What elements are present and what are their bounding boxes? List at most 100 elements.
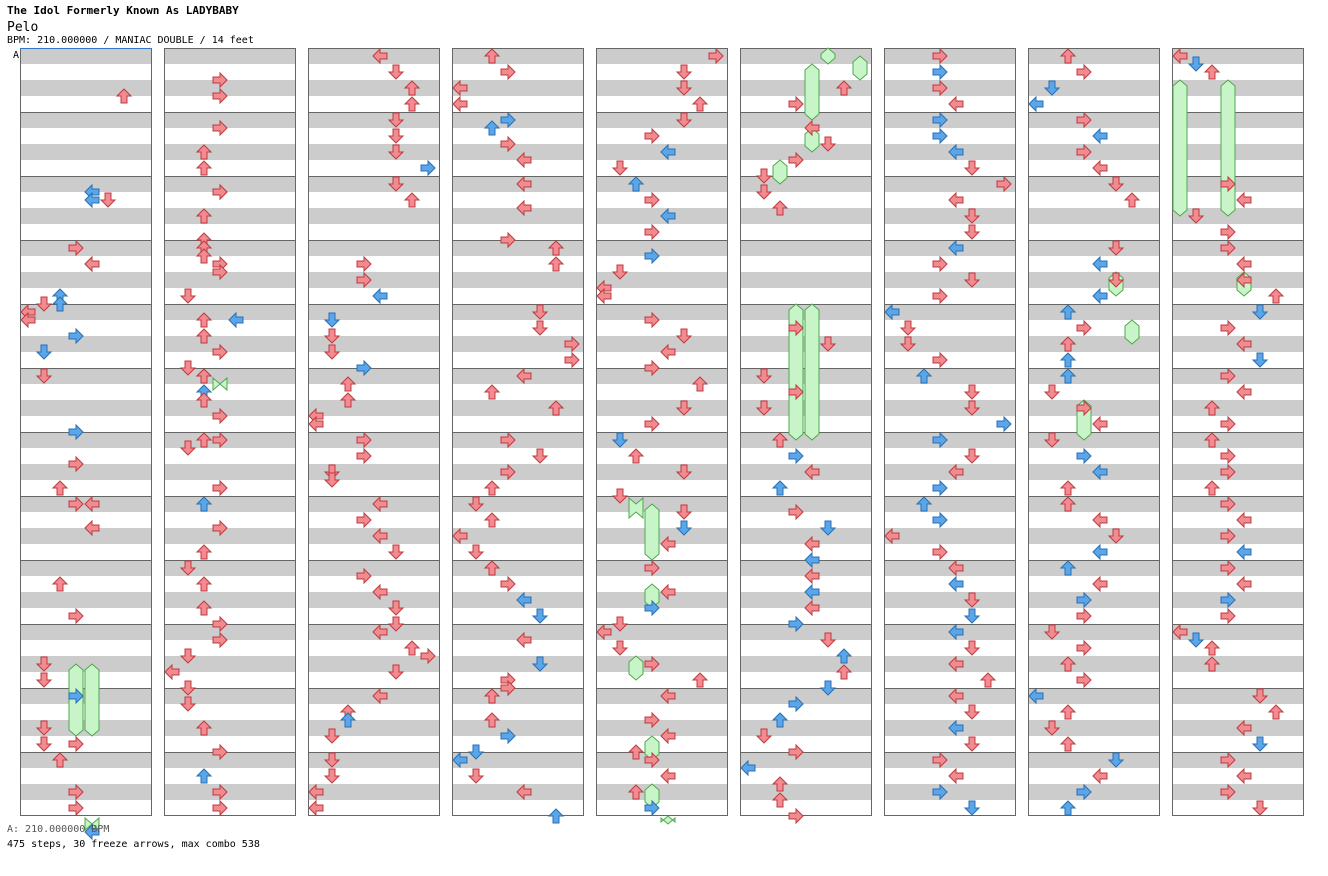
beat-stripe [164, 208, 296, 224]
step-arrow [755, 168, 773, 184]
step-arrow [1076, 447, 1092, 465]
beat-stripe [164, 624, 296, 640]
step-arrow [1028, 95, 1044, 113]
beat-stripe [1028, 624, 1160, 640]
step-arrow [387, 600, 405, 616]
beat-stripe [884, 432, 1016, 448]
step-arrow [483, 120, 501, 136]
column-border [596, 48, 728, 816]
freeze-arrow [628, 655, 644, 681]
step-arrow [356, 359, 372, 377]
beat-stripe [164, 720, 296, 736]
step-arrow [611, 264, 629, 280]
beat-stripe [740, 592, 872, 608]
step-arrow [99, 192, 117, 208]
step-arrow [611, 432, 629, 448]
column-border [1172, 48, 1304, 816]
step-arrow [1220, 415, 1236, 433]
step-arrow [675, 464, 693, 480]
step-arrow [1203, 640, 1221, 656]
step-arrow [195, 432, 213, 448]
step-arrow [500, 575, 516, 593]
beat-stripe [452, 560, 584, 576]
beat-stripe [596, 48, 728, 64]
beat-stripe [740, 752, 872, 768]
bpm-footer: A: 210.000000 BPM [7, 824, 110, 835]
beat-stripe [20, 400, 152, 416]
step-arrow [788, 447, 804, 465]
step-arrow [948, 239, 964, 257]
step-arrow [1267, 288, 1285, 304]
step-arrow [68, 607, 84, 625]
step-arrow [1092, 543, 1108, 561]
step-arrow [195, 392, 213, 408]
step-arrow [467, 768, 485, 784]
beat-stripe [164, 304, 296, 320]
beat-stripe [20, 144, 152, 160]
step-arrow [771, 712, 789, 728]
step-arrow [372, 583, 388, 601]
beat-stripe [164, 368, 296, 384]
step-arrow [644, 799, 660, 817]
beat-stripe [308, 720, 440, 736]
step-arrow [500, 431, 516, 449]
beat-stripe [164, 112, 296, 128]
beat-stripe [740, 784, 872, 800]
chart-column [164, 48, 296, 816]
step-arrow [547, 240, 565, 256]
step-arrow [1236, 543, 1252, 561]
step-arrow [788, 743, 804, 761]
step-arrow [1107, 176, 1125, 192]
beat-stripe [452, 272, 584, 288]
step-arrow [483, 688, 501, 704]
beat-stripe [596, 720, 728, 736]
beat-stripe [1028, 272, 1160, 288]
step-arrow [323, 472, 341, 488]
step-arrow [323, 312, 341, 328]
step-arrow [339, 376, 357, 392]
step-arrow [195, 544, 213, 560]
step-arrow [1059, 480, 1077, 496]
stats-footer: 475 steps, 30 freeze arrows, max combo 5… [7, 839, 260, 850]
step-arrow [708, 47, 724, 65]
step-arrow [1236, 335, 1252, 353]
step-arrow [1043, 432, 1061, 448]
step-arrow [1059, 304, 1077, 320]
step-arrow [1076, 319, 1092, 337]
step-arrow [627, 448, 645, 464]
step-arrow [1123, 192, 1141, 208]
step-arrow [420, 647, 436, 665]
step-arrow [1092, 511, 1108, 529]
step-arrow [611, 616, 629, 632]
step-arrow [84, 495, 100, 513]
step-arrow [68, 783, 84, 801]
beat-stripe [452, 240, 584, 256]
beat-stripe [1028, 368, 1160, 384]
step-arrow [1092, 255, 1108, 273]
step-arrow [660, 687, 676, 705]
beat-stripe [740, 240, 872, 256]
beat-stripe [740, 144, 872, 160]
step-arrow [195, 720, 213, 736]
step-arrow [963, 272, 981, 288]
step-arrow [675, 328, 693, 344]
step-arrow [212, 183, 228, 201]
step-arrow [51, 296, 69, 312]
step-arrow [932, 79, 948, 97]
beat-stripe [20, 368, 152, 384]
beat-stripe [884, 336, 1016, 352]
step-arrow [35, 368, 53, 384]
freeze-arrow [84, 663, 100, 737]
beat-stripe [1172, 624, 1304, 640]
freeze-arrow [772, 159, 788, 185]
step-arrow [1076, 111, 1092, 129]
freeze-arrow [804, 63, 820, 121]
step-arrow [1059, 704, 1077, 720]
freeze-arrow [644, 735, 660, 761]
chart-column [884, 48, 1016, 816]
step-arrow [963, 800, 981, 816]
step-arrow [755, 728, 773, 744]
step-arrow [804, 119, 820, 137]
beat-stripe [1028, 208, 1160, 224]
step-arrow [819, 336, 837, 352]
